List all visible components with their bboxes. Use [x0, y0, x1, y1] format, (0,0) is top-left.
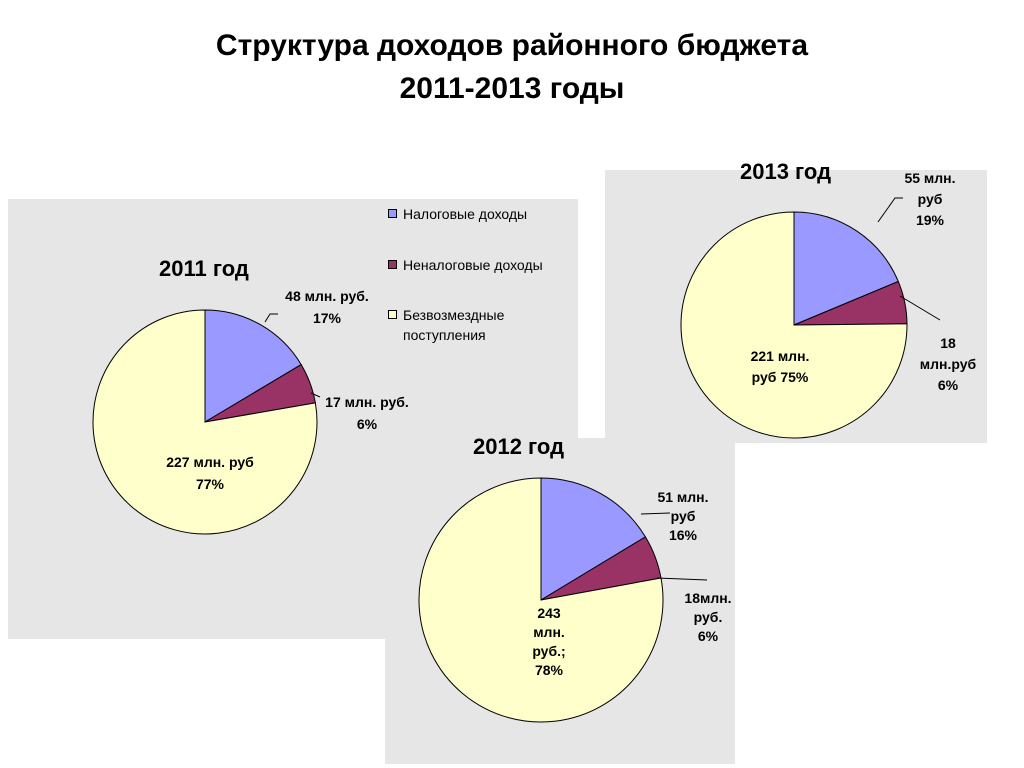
legend-label-nontax: Неналоговые доходы [403, 257, 543, 273]
pie-slice-2013-tax [793, 211, 899, 326]
leader-line-2012-tax [640, 512, 671, 515]
data-label-2012-nontax: 18млн. руб. 6% [684, 590, 731, 644]
leader-line-2013-nontax [899, 295, 941, 321]
data-label-2013-nontax: 18 млн.руб 6% [920, 335, 977, 393]
leader-line-2011-tax [264, 313, 278, 323]
data-label-2011-nontax: 17 млн. руб. 6% [325, 394, 409, 432]
legend-label-gratuitous: Безвозмездные поступления [403, 307, 505, 343]
leader-line-2011-nontax [310, 392, 321, 398]
page-title: Структура доходов районного бюджета [215, 29, 809, 62]
page-subtitle: 2011-2013 годы [399, 72, 625, 105]
leader-line-2013-tax [877, 197, 903, 223]
legend-swatch-gratuitous [388, 310, 397, 319]
pie-slice-2013-gratuitous [680, 211, 908, 439]
pie-slice-2012-gratuitous [418, 477, 664, 723]
data-label-2011-tax: 48 млн. руб. 17% [285, 288, 369, 326]
data-label-2011-gratuitous: 227 млн. руб 77% [166, 454, 254, 492]
leader-line-2012-nontax [656, 577, 708, 581]
chart-title-2013: 2013 год [740, 159, 832, 184]
legend-label-tax: Налоговые доходы [403, 206, 528, 222]
legend-swatch-nontax [388, 260, 397, 269]
data-label-2013-gratuitous: 221 млн. руб 75% [751, 348, 810, 385]
pie-slice-2012-tax [540, 477, 647, 601]
legend-swatch-tax [388, 209, 397, 218]
data-label-2013-tax: 55 млн. руб 19% [904, 170, 955, 228]
chart-title-2012: 2012 год [473, 434, 565, 459]
data-label-2012-tax: 51 млн. руб 16% [657, 489, 708, 543]
data-label-2012-gratuitous: 243 млн. руб.; 78% [532, 605, 565, 678]
chart-title-2011: 2011 год [159, 256, 249, 281]
pie-slice-2011-tax [204, 309, 302, 423]
pie-slice-2011-gratuitous [92, 309, 318, 535]
